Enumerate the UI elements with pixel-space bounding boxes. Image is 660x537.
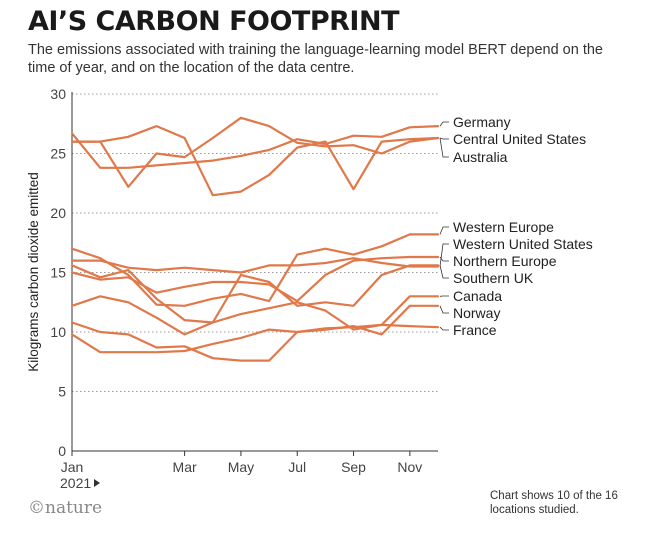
label-leader	[439, 243, 449, 267]
series-line	[70, 321, 440, 362]
grid-lines	[72, 93, 438, 392]
label-leader	[439, 326, 449, 331]
x-tick-label: Jul	[288, 459, 306, 475]
series-label: France	[453, 322, 497, 338]
series-label: Norway	[453, 305, 500, 321]
x-tick-label: May	[228, 459, 254, 475]
series-lines	[70, 116, 440, 362]
y-tick-label: 20	[50, 205, 66, 221]
axes: 0 5 10 15 20 25 30 Jan Mar May Jul Sep Nov 2021	[50, 86, 438, 491]
series-label: Australia	[453, 149, 508, 165]
chart-title: AI’S CARBON FOOTPRINT	[28, 6, 399, 37]
series-line	[70, 257, 440, 274]
series-label: Germany	[453, 114, 511, 130]
series-line	[70, 264, 440, 324]
label-leader	[439, 137, 449, 158]
series-line	[70, 304, 440, 354]
label-leader	[439, 137, 449, 140]
nature-logo: ©nature	[28, 498, 103, 518]
series-line	[70, 116, 440, 188]
y-axis-title: Kilograms carbon dioxide emitted	[26, 172, 41, 372]
label-leader	[439, 256, 449, 262]
y-tick-label: 0	[58, 443, 66, 459]
y-tick-label: 25	[50, 146, 66, 162]
year-arrow-icon	[94, 479, 100, 487]
series-line	[70, 255, 440, 303]
x-tick-label: Nov	[397, 459, 422, 475]
series-label: Southern UK	[453, 270, 534, 286]
series-label: Northern Europe	[453, 253, 557, 269]
y-tick-label: 10	[50, 324, 66, 340]
label-leader	[439, 226, 449, 235]
label-leader	[439, 265, 449, 279]
series-line	[70, 295, 440, 336]
series-line	[70, 125, 440, 197]
y-tick-label: 30	[50, 86, 66, 102]
label-leader	[439, 121, 449, 127]
series-label: Central United States	[453, 131, 586, 147]
chart-subtitle: The emissions associated with training t…	[28, 42, 603, 76]
chart-footnote: Chart shows 10 of the 16 locations studi…	[490, 490, 618, 516]
series-line	[70, 125, 440, 169]
x-year-label: 2021	[60, 475, 91, 491]
y-tick-label: 15	[50, 265, 66, 281]
series-label: Western Europe	[453, 219, 554, 235]
x-tick-label: Mar	[173, 459, 197, 475]
x-tick-label: Sep	[341, 459, 366, 475]
series-label: Canada	[453, 288, 502, 304]
series-label: Western United States	[453, 236, 593, 252]
label-leader	[439, 305, 449, 314]
y-tick-label: 5	[58, 384, 66, 400]
x-tick-label: Jan	[61, 459, 84, 475]
